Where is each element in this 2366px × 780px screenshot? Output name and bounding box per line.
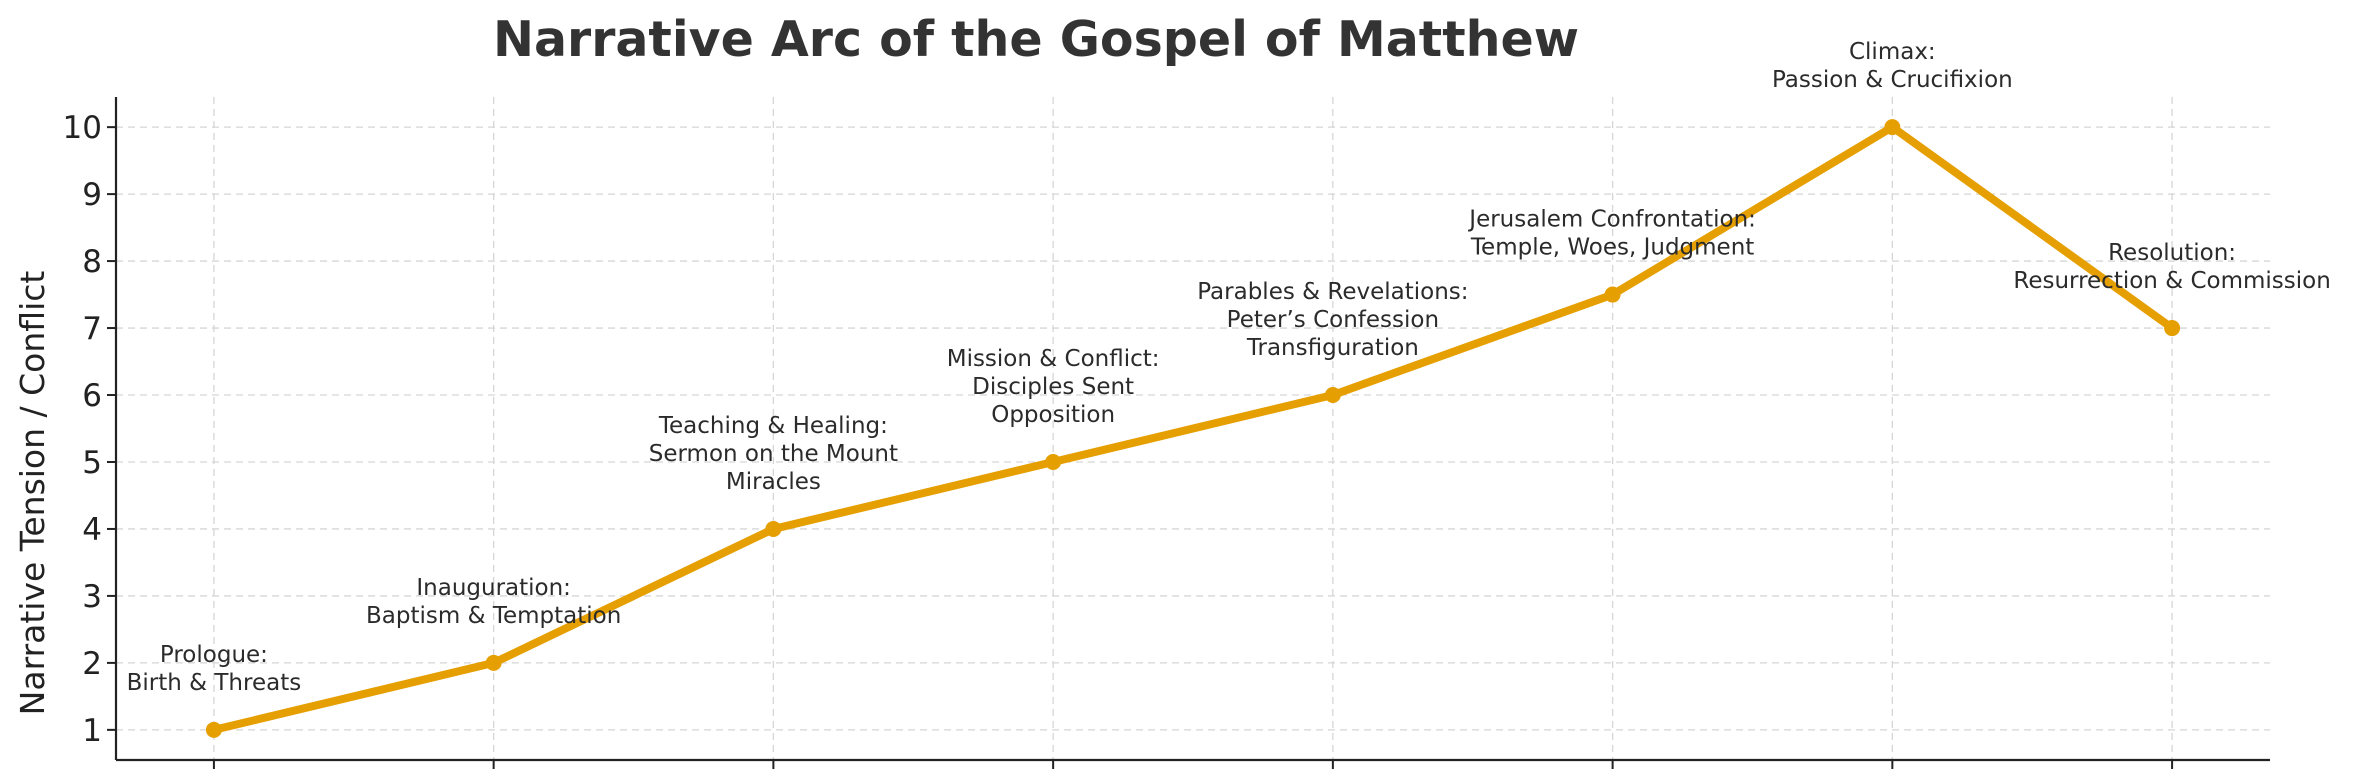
data-point	[485, 654, 502, 671]
annotation-line: Baptism & Temptation	[366, 603, 621, 629]
data-point	[1045, 453, 1062, 470]
y-tick-label: 6	[82, 378, 102, 414]
point-annotation: Inauguration: Baptism & Temptation	[366, 575, 621, 629]
annotation-line: Miracles	[726, 469, 821, 495]
annotation-line: Peter’s Confession	[1227, 307, 1439, 333]
data-point	[1604, 286, 1621, 303]
annotation-line: Passion & Crucifixion	[1772, 67, 2013, 93]
data-point	[2164, 320, 2181, 337]
series-line	[209, 123, 2177, 734]
annotation-line: Resurrection & Commission	[2013, 268, 2330, 294]
data-point	[1324, 387, 1341, 404]
y-tick-label: 4	[82, 512, 102, 548]
annotation-line: Birth & Threats	[127, 670, 302, 696]
y-tick-label: 2	[82, 646, 102, 682]
annotation-line: Inauguration:	[416, 575, 571, 601]
annotation-line: Opposition	[991, 402, 1115, 428]
annotation-line: Transfiguration	[1246, 335, 1419, 361]
point-annotation: Resolution: Resurrection & Commission	[2013, 240, 2330, 294]
point-annotation: Mission & Conflict: Disciples Sent Opposit…	[947, 346, 1160, 428]
axes: 1 2 3 4 5 6 7 8 9 10	[63, 97, 2270, 769]
annotation-line: Disciples Sent	[972, 374, 1134, 400]
point-annotation: Climax: Passion & Crucifixion	[1772, 39, 2013, 93]
y-tick-label: 5	[82, 445, 102, 481]
point-annotation: Teaching & Healing: Sermon on the Mount Mi…	[649, 413, 898, 495]
y-tick-label: 1	[82, 713, 102, 749]
annotation-line: Teaching & Healing:	[658, 413, 888, 439]
annotations: Prologue: Birth & Threats Inauguration: Bap…	[127, 39, 2331, 696]
data-point	[1884, 119, 1901, 136]
annotation-line: Sermon on the Mount	[649, 441, 898, 467]
y-tick-label: 9	[82, 177, 102, 213]
point-annotation: Prologue: Birth & Threats	[127, 642, 302, 696]
data-point	[765, 520, 782, 537]
annotation-line: Resolution:	[2108, 240, 2236, 266]
chart-title: Narrative Arc of the Gospel of Matthew	[493, 11, 1579, 68]
annotation-line: Prologue:	[160, 642, 268, 668]
y-axis-label: Narrative Tension / Conflict	[13, 271, 52, 716]
annotation-line: Jerusalem Confrontation:	[1467, 207, 1756, 233]
y-tick-label: 8	[82, 244, 102, 280]
annotation-line: Mission & Conflict:	[947, 346, 1160, 372]
point-annotation: Jerusalem Confrontation: Temple, Woes, Ju…	[1467, 207, 1756, 261]
annotation-line: Temple, Woes, Judgment	[1470, 235, 1754, 261]
grid	[116, 97, 2270, 760]
annotation-line: Climax:	[1849, 39, 1936, 65]
annotation-line: Parables & Revelations:	[1197, 279, 1468, 305]
series-line-group	[205, 119, 2181, 738]
point-annotation: Parables & Revelations: Peter’s Confessio…	[1197, 279, 1468, 361]
y-tick-label: 10	[63, 110, 102, 146]
y-tick-label: 3	[82, 579, 102, 615]
y-tick-label: 7	[82, 311, 102, 347]
data-point	[205, 721, 222, 738]
